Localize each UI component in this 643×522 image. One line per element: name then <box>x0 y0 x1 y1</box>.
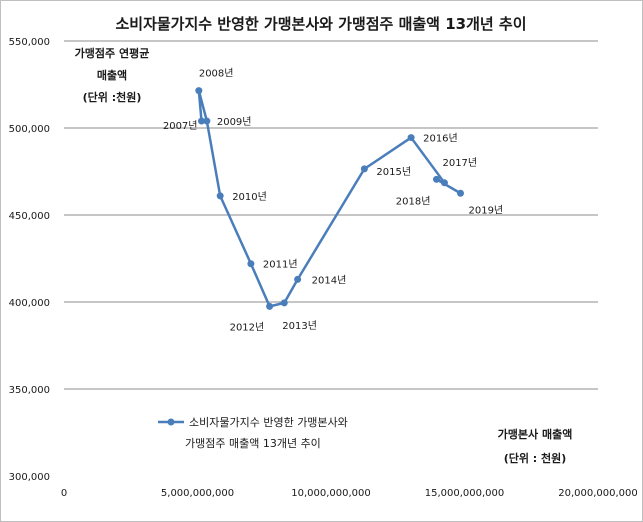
x-axis-label-line-2: (단위 : 천원) <box>504 451 567 465</box>
data-point-2013년 <box>280 299 288 307</box>
point-label-2009년: 2009년 <box>217 116 252 128</box>
y-tick-label-2: 400,000 <box>9 298 50 309</box>
point-label-2018년: 2018년 <box>396 195 431 207</box>
data-point-2016년 <box>407 134 415 142</box>
grid-lines <box>64 40 598 390</box>
y-axis-label-line-2: 매출액 <box>97 68 127 82</box>
point-label-2019년: 2019년 <box>468 204 503 216</box>
data-point-2017년 <box>440 179 448 187</box>
legend-marker-swatch <box>167 418 175 426</box>
point-label-2017년: 2017년 <box>442 157 477 169</box>
legend-label-line-1: 소비자물가지수 반영한 가맹본사와 <box>189 416 348 429</box>
data-point-2010년 <box>216 192 224 200</box>
data-point-2019년 <box>456 189 464 197</box>
point-label-2014년: 2014년 <box>312 274 347 286</box>
point-label-2008년: 2008년 <box>199 68 234 80</box>
data-point-2009년 <box>203 117 211 125</box>
x-tick-label-1: 5,000,000,000 <box>161 488 234 499</box>
point-label-2011년: 2011년 <box>263 259 298 271</box>
data-points <box>195 87 464 310</box>
legend-label-line-2: 가맹점주 매출액 13개년 추이 <box>185 437 321 450</box>
x-tick-label-3: 15,000,000,000 <box>425 488 505 499</box>
x-tick-label-4: 20,000,000,000 <box>558 488 638 499</box>
y-tick-label-3: 450,000 <box>9 211 50 222</box>
data-point-2014년 <box>294 275 302 283</box>
point-label-2010년: 2010년 <box>232 191 267 203</box>
y-tick-labels: 300,000 350,000 400,000 450,000 500,000 550,0… <box>9 37 50 483</box>
y-tick-label-0: 300,000 <box>9 472 50 483</box>
chart-title: 소비자물가지수 반영한 가맹본사와 가맹점주 매출액 13개년 추이 <box>115 15 526 33</box>
data-point-2011년 <box>247 260 255 268</box>
legend: 소비자물가지수 반영한 가맹본사와 가맹점주 매출액 13개년 추이 <box>158 416 348 450</box>
point-label-2012년: 2012년 <box>230 321 265 333</box>
data-point-2008년 <box>195 87 203 95</box>
y-tick-label-5: 550,000 <box>9 37 50 48</box>
data-point-2007년 <box>198 117 206 125</box>
point-labels: 2007년 2008년 2009년 2010년 2011년 2012년 2013년 2014년… <box>163 68 503 334</box>
x-tick-label-2: 10,000,000,000 <box>291 488 371 499</box>
x-axis-label-line-1: 가맹본사 매출액 <box>498 427 573 441</box>
x-tick-label-0: 0 <box>61 488 67 499</box>
y-axis-label-line-1: 가맹점주 연평균 <box>75 46 150 60</box>
data-point-2015년 <box>360 165 368 173</box>
point-label-2013년: 2013년 <box>282 320 317 332</box>
y-axis-label-line-3: (단위 :천원) <box>83 90 142 104</box>
point-label-2015년: 2015년 <box>376 166 411 178</box>
point-label-2016년: 2016년 <box>423 133 458 145</box>
data-point-2018년 <box>432 175 440 183</box>
y-tick-label-1: 350,000 <box>9 385 50 396</box>
point-label-2007년: 2007년 <box>163 120 198 132</box>
data-point-2012년 <box>266 302 274 310</box>
x-tick-labels: 0 5,000,000,000 10,000,000,000 15,000,000,0… <box>61 488 638 499</box>
y-tick-label-4: 500,000 <box>9 124 50 135</box>
